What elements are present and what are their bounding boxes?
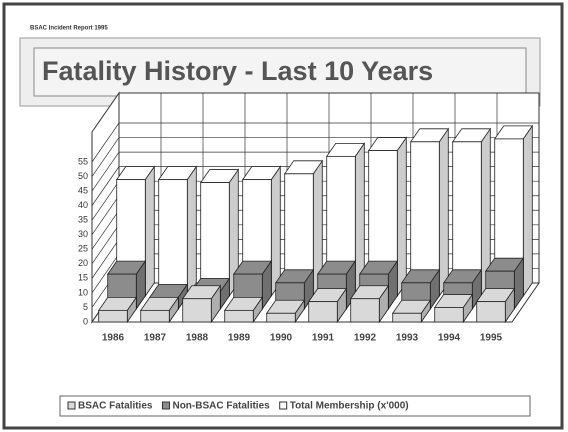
y-tick-label: 50 [78, 171, 88, 181]
legend-label: Non-BSAC Fatalities [172, 401, 270, 412]
y-tick-label: 55 [78, 156, 88, 166]
bar [224, 309, 254, 323]
legend-box [59, 395, 531, 417]
bar [392, 312, 422, 323]
y-tick-label: 0 [83, 316, 88, 326]
header: BSAC Incident Report 1995 [30, 26, 108, 32]
grid-line [91, 224, 120, 265]
y-tick-label: 45 [78, 185, 88, 195]
legend-label: Total Membership (x'000) [290, 401, 409, 412]
bar-side [186, 165, 197, 298]
chart-title: Fatality History - Last 10 Years [42, 56, 433, 86]
grid-line [91, 137, 120, 177]
bar [182, 298, 212, 323]
y-tick-label: 25 [78, 244, 88, 254]
legend-swatch [279, 401, 288, 410]
bar [98, 309, 128, 323]
legend-label: BSAC Fatalities [78, 401, 153, 412]
bar [350, 298, 380, 323]
grid-line [91, 122, 120, 163]
y-tick-label: 40 [78, 200, 88, 210]
x-tick-label: 1988 [186, 333, 209, 344]
y-tick-label: 30 [78, 229, 88, 239]
grid-line [91, 210, 120, 250]
x-tick-label: 1993 [396, 333, 419, 344]
grid-line [91, 253, 120, 294]
x-tick-label: 1992 [354, 333, 377, 344]
bar-side [396, 136, 407, 298]
x-tick-label: 1989 [228, 333, 251, 344]
bar-side [522, 124, 533, 298]
x-tick-label: 1987 [144, 333, 167, 344]
bar-side [144, 165, 155, 298]
grid-line [91, 239, 120, 279]
grid-line [91, 195, 120, 235]
bar [308, 301, 338, 323]
bar-side [270, 165, 281, 298]
y-tick-label: 20 [78, 258, 88, 268]
y-tick-label: 10 [78, 287, 88, 297]
x-tick-label: 1986 [102, 333, 125, 344]
grid-line [91, 180, 120, 221]
x-tick-label: 1991 [312, 333, 335, 344]
y-tick-label: 15 [78, 273, 88, 283]
bar [434, 307, 464, 323]
legend-swatch [161, 401, 170, 410]
y-tick-label: 35 [78, 215, 88, 225]
x-tick-label: 1994 [438, 333, 461, 344]
bar [158, 179, 188, 297]
bar-side [438, 127, 449, 298]
legend-swatch [67, 401, 76, 410]
x-tick-label: 1995 [480, 333, 503, 344]
grid-line [91, 166, 120, 206]
grid-line [91, 151, 120, 192]
bar [140, 309, 170, 323]
bar [200, 182, 230, 297]
x-tick-label: 1990 [270, 333, 293, 344]
bar [266, 312, 296, 323]
title-box [33, 47, 527, 97]
bar [476, 301, 506, 323]
y-tick-label: 5 [83, 302, 88, 312]
